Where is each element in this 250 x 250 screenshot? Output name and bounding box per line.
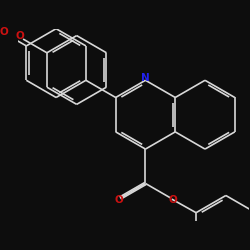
Text: O: O <box>168 195 177 205</box>
Text: O: O <box>16 31 25 41</box>
Text: O: O <box>114 195 123 205</box>
Text: N: N <box>141 72 150 83</box>
Text: O: O <box>0 27 8 37</box>
